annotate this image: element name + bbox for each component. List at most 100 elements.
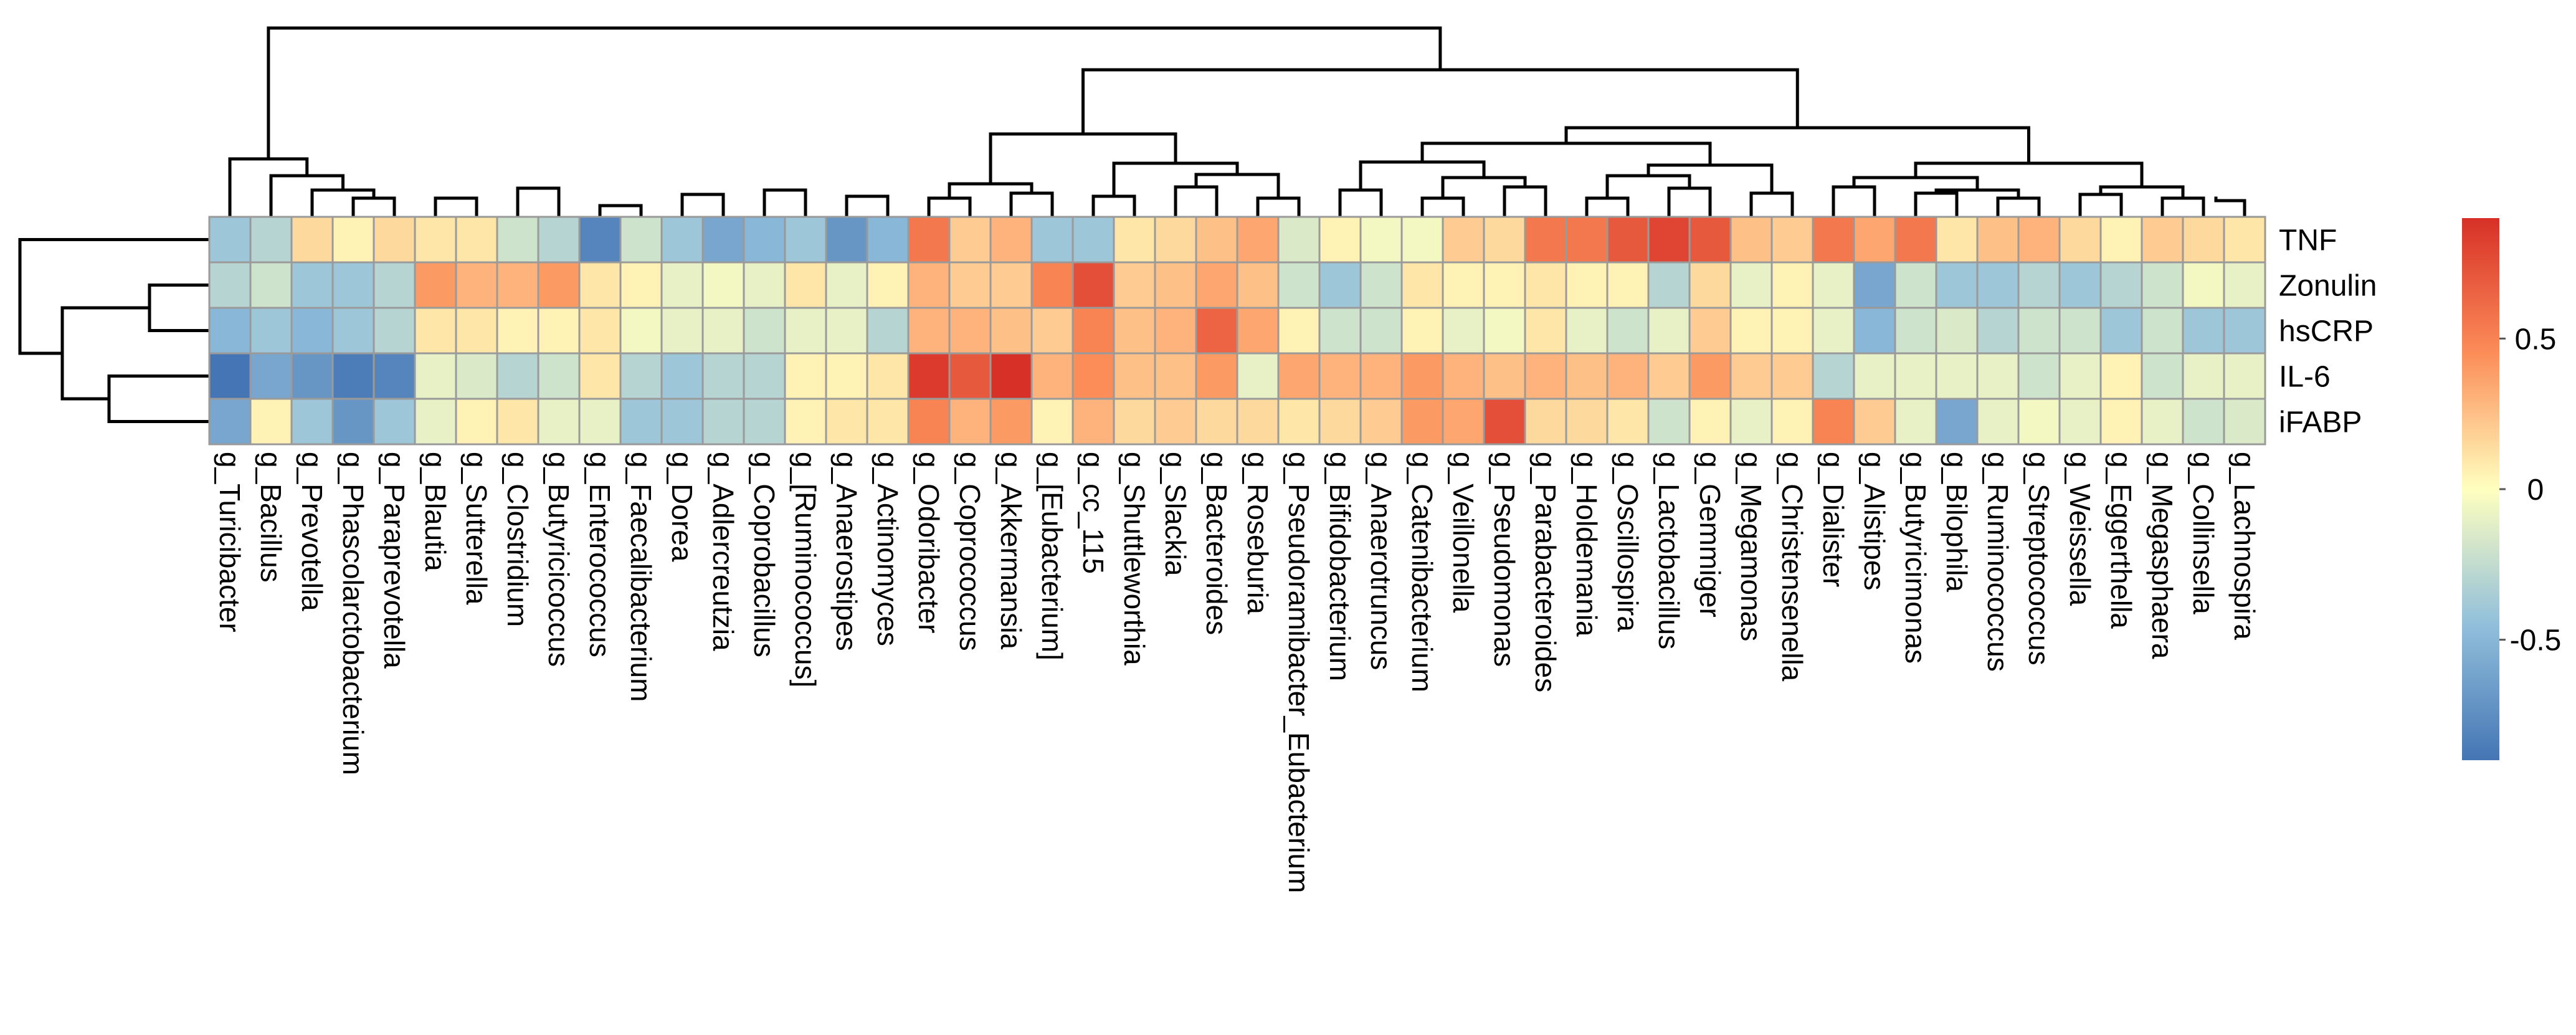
heatmap-cell [1400,307,1444,355]
column-dendrogram-branch [1256,196,1301,219]
heatmap-cell [1935,261,1979,309]
heatmap-cell [743,307,786,355]
heatmap-cell [1318,352,1362,400]
heatmap-cell [1277,307,1321,355]
column-dendrogram-branch [269,174,345,219]
heatmap-cell [2099,352,2143,400]
column-dendrogram-branch [1914,191,1959,219]
heatmap-cell [1976,398,2020,446]
heatmap-cell [1729,307,1773,355]
heatmap-cell [1483,216,1526,264]
heatmap-cell [1113,307,1156,355]
heatmap-cell [1030,398,1074,446]
heatmap-cell [1442,307,1485,355]
heatmap-cell [907,307,951,355]
heatmap-cell [2099,307,2143,355]
row-label: IL-6 [2279,361,2331,394]
heatmap-cell [660,216,704,264]
column-label: g_Clostridium [501,452,534,627]
heatmap-cell [1976,216,2020,264]
heatmap-cell [208,261,252,309]
heatmap-cell [578,261,622,309]
heatmap-cell [1236,261,1280,309]
heatmap-cell [948,352,992,400]
heatmap-cell [1606,216,1650,264]
row-dendrogram-branch [148,284,211,332]
heatmap-cell [1113,261,1156,309]
heatmap-cell [1894,216,1937,264]
heatmap-cell [290,307,334,355]
row-dendrogram [18,238,211,423]
heatmap-cell [537,307,581,355]
heatmap-cell [2182,216,2225,264]
heatmap-cell [373,398,416,446]
column-dendrogram-branch [1420,196,1465,219]
column-label: g_Bacteroides [1200,452,1233,635]
heatmap-cell [1359,398,1403,446]
heatmap-cell [1812,352,1855,400]
heatmap-cell [414,216,457,264]
heatmap-cell [1853,216,1896,264]
heatmap-cell [1195,261,1238,309]
column-dendrogram-branch [1503,185,1547,219]
heatmap-cell [2017,261,2061,309]
heatmap-cell [331,261,375,309]
heatmap-cell [2058,261,2102,309]
heatmap-cell [1812,307,1855,355]
heatmap-cell [578,398,622,446]
heatmap-cell [1442,352,1485,400]
heatmap-cell [290,398,334,446]
heatmap-cell [1277,352,1321,400]
heatmap-cell [619,261,663,309]
heatmap-cell [2141,352,2184,400]
heatmap-cell [1483,261,1526,309]
heatmap-cell [825,261,868,309]
heatmap-cell [1770,398,1814,446]
column-label: g_Akkermansia [995,452,1027,649]
heatmap-cell [414,261,457,309]
heatmap-cell [455,261,498,309]
column-dendrogram-branch [948,182,1034,200]
heatmap-cell [2017,352,2061,400]
heatmap-cell [1359,216,1403,264]
column-labels: g_Turicibacter g_Bacillus g_Prevotella g_Ph… [214,452,2261,893]
heatmap-cell [1688,398,1732,446]
heatmap-cell [948,261,992,309]
heatmap-cell [578,307,622,355]
column-dendrogram-branch [1174,185,1219,219]
heatmap-cell [373,216,416,264]
heatmap-cell [2099,261,2143,309]
heatmap-cell [1976,261,2020,309]
heatmap-cell [1359,352,1403,400]
heatmap-cell [1894,352,1937,400]
column-dendrogram-branch [516,186,561,219]
column-dendrogram-branch [1832,185,1876,219]
heatmap-cell [249,352,293,400]
row-dendrogram-branch [18,238,211,355]
colorbar-legend: 0.5 0 -0.5 [2462,218,2561,760]
heatmap-cell [1072,398,1115,446]
heatmap-cell [1565,216,1609,264]
column-label: g_Coprococcus [954,452,986,651]
heatmap-cell [455,216,498,264]
heatmap-cell [1195,307,1238,355]
heatmap-cell [1647,307,1691,355]
heatmap-cell [907,261,951,309]
column-dendrogram-branch [2214,196,2246,219]
column-label: g_Alistipes [1858,452,1891,590]
heatmap-cell [208,307,252,355]
column-dendrogram-branch [2099,185,2185,200]
column-label: g_Slackia [1159,452,1192,576]
heatmap-cell [825,216,868,264]
heatmap-cell [1400,398,1444,446]
heatmap-cell [1688,352,1732,400]
heatmap-cell [907,398,951,446]
heatmap-cell [578,216,622,264]
heatmap-cell [866,261,910,309]
column-label: g_Megamonas [1735,452,1767,641]
heatmap-cell [1647,216,1691,264]
heatmap-cell [743,398,786,446]
heatmap-cell [784,261,827,309]
column-dendrogram-branch [434,196,478,219]
